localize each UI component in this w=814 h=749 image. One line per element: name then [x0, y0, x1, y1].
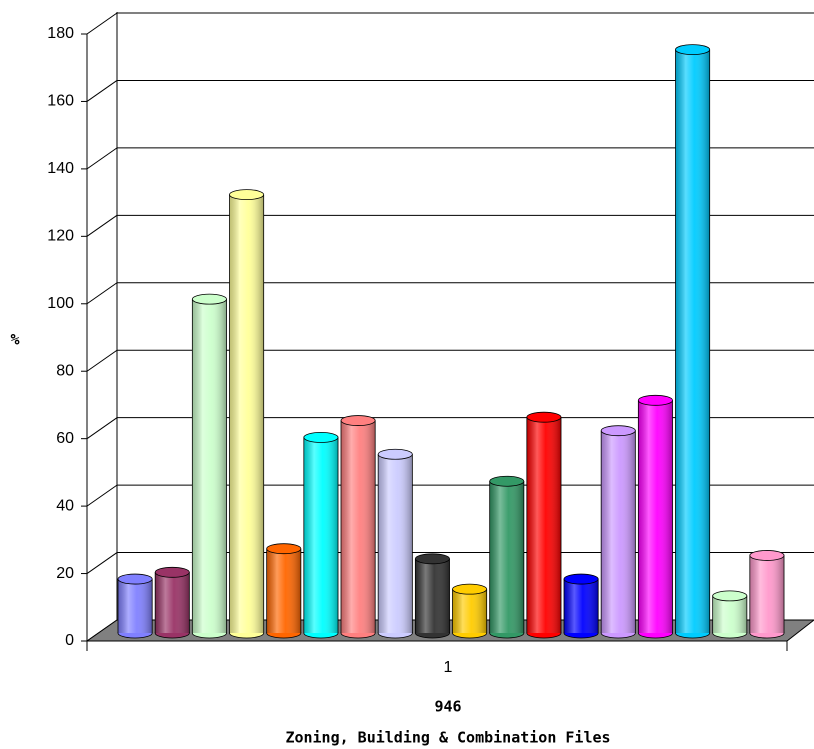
bar-top — [414, 553, 450, 565]
grid-line — [86, 552, 118, 574]
grid-line — [86, 214, 118, 237]
grid-line — [86, 417, 118, 440]
bar-shade — [749, 555, 785, 633]
bar-shade — [378, 454, 413, 633]
bar-shade — [564, 579, 599, 633]
y-tick-label: 160 — [47, 93, 74, 110]
bar-top — [489, 475, 525, 487]
bar-shade — [415, 558, 450, 633]
bar-top — [526, 411, 562, 423]
y-tick-label: 120 — [47, 228, 74, 245]
bar-top — [117, 573, 153, 585]
y-tick-label: 100 — [47, 295, 74, 312]
bar-top — [600, 425, 636, 437]
grid-line — [86, 349, 118, 372]
bar-top — [340, 415, 376, 426]
grid-line — [86, 484, 118, 507]
bar-shade — [266, 548, 301, 633]
y-tick-label: 180 — [47, 25, 74, 42]
bar-top — [154, 566, 190, 578]
grid-line — [86, 80, 118, 102]
bar-shade — [452, 589, 487, 633]
y-tick-label: 0 — [65, 632, 74, 649]
bar-shade — [341, 420, 376, 633]
bar-top — [563, 573, 599, 585]
x-tick-label: 1 — [444, 659, 453, 676]
y-tick-label: 60 — [56, 430, 74, 447]
bar-shade — [118, 579, 153, 633]
x-axis-title: 946 — [434, 698, 461, 716]
bar-shade — [303, 437, 339, 633]
bar-top — [452, 583, 488, 595]
bar-shade — [192, 299, 227, 633]
grid-line — [86, 147, 118, 170]
y-tick-label: 140 — [47, 160, 74, 177]
bar-top — [191, 293, 227, 305]
x-axis-subtitle: Zoning, Building & Combination Files — [285, 729, 610, 747]
bar-top — [266, 543, 302, 555]
y-tick-label: 80 — [56, 362, 74, 379]
y-axis-title: % — [10, 331, 19, 349]
bar-shade — [526, 417, 562, 633]
bar-shade — [229, 194, 264, 633]
bar-shade — [601, 430, 636, 633]
bar-shade — [155, 572, 190, 633]
bar-shade — [675, 49, 710, 634]
bar-top — [675, 44, 711, 56]
grid-line — [86, 12, 118, 35]
bar-top — [749, 550, 785, 561]
bar-shade — [712, 595, 747, 633]
y-tick-label: 20 — [56, 565, 74, 582]
bar-shade — [489, 481, 524, 633]
bar-top — [377, 448, 413, 460]
grid-line — [86, 282, 118, 305]
bar-top — [229, 189, 265, 201]
bar-top — [303, 432, 339, 443]
bar-shade — [638, 400, 673, 633]
bar-top — [637, 394, 673, 406]
y-tick-label: 40 — [56, 497, 74, 514]
bar-top — [712, 590, 748, 602]
